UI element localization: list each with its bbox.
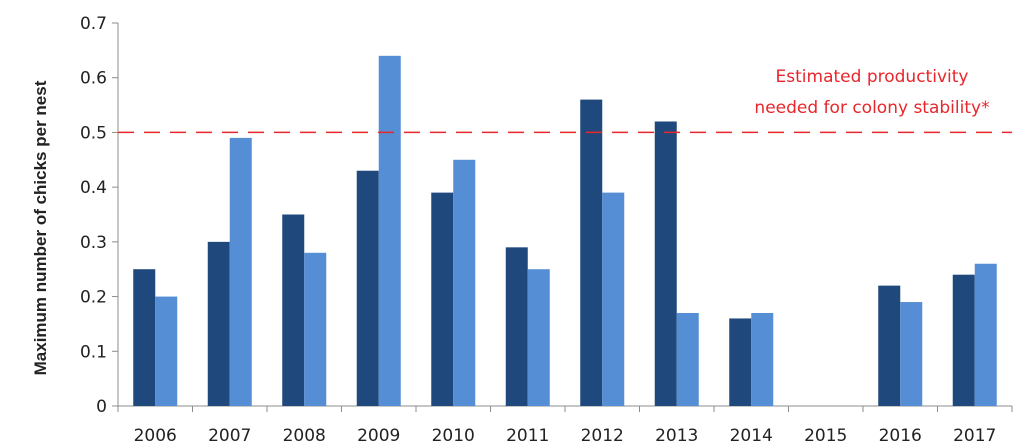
bar-series-2 bbox=[155, 296, 178, 406]
x-tick-label: 2008 bbox=[283, 426, 326, 446]
x-tick-label: 2006 bbox=[134, 426, 177, 446]
x-tick-label: 2012 bbox=[581, 426, 624, 446]
x-axis: 2006 2007 2008 2009 2010 2011 2012 2013 2014 2015… bbox=[117, 405, 1013, 446]
reference-label-line1: Estimated productivity bbox=[776, 67, 969, 87]
x-tick-label: 2010 bbox=[432, 426, 475, 446]
bar-series-1 bbox=[505, 247, 528, 406]
bar-series-2 bbox=[527, 269, 550, 406]
bar-series-1 bbox=[133, 269, 156, 406]
y-tick-label: 0.6 bbox=[80, 69, 107, 89]
bar-series-1 bbox=[580, 99, 603, 406]
bar-series-2 bbox=[378, 55, 401, 406]
bar-series-2 bbox=[304, 252, 327, 406]
x-tick-label: 2017 bbox=[953, 426, 996, 446]
bar-series-1 bbox=[431, 192, 454, 406]
y-axis-label: Maximum number of chicks per nest bbox=[31, 80, 50, 375]
bars-group bbox=[133, 55, 997, 406]
bar-series-1 bbox=[729, 318, 752, 406]
y-tick-label: 0.2 bbox=[80, 288, 107, 308]
bar-series-1 bbox=[282, 214, 305, 406]
x-tick-label: 2009 bbox=[357, 426, 400, 446]
x-tick-label: 2016 bbox=[879, 426, 922, 446]
bar-series-2 bbox=[453, 159, 476, 406]
bar-series-1 bbox=[207, 241, 230, 406]
y-tick-label: 0.1 bbox=[80, 342, 107, 362]
reference-label-line2: needed for colony stability* bbox=[754, 98, 989, 118]
bar-series-1 bbox=[654, 121, 677, 406]
y-tick-label: 0.3 bbox=[80, 233, 107, 253]
bar-series-2 bbox=[676, 312, 699, 406]
bar-series-2 bbox=[900, 302, 923, 406]
x-tick-label: 2015 bbox=[804, 426, 847, 446]
bar-series-2 bbox=[751, 312, 774, 406]
y-tick-label: 0.4 bbox=[80, 178, 107, 198]
bar-series-1 bbox=[878, 285, 901, 406]
y-tick-label: 0.5 bbox=[80, 123, 107, 143]
x-tick-label: 2007 bbox=[208, 426, 251, 446]
x-tick-label: 2014 bbox=[730, 426, 773, 446]
x-tick-label: 2013 bbox=[655, 426, 698, 446]
bar-series-2 bbox=[602, 192, 625, 406]
bar-series-2 bbox=[229, 137, 252, 406]
bar-series-1 bbox=[356, 170, 379, 406]
bar-series-1 bbox=[952, 274, 975, 406]
y-axis: 0 0.1 0.2 0.3 0.4 0.5 0.6 0.7 bbox=[80, 14, 119, 417]
y-tick-label: 0 bbox=[96, 397, 107, 417]
bar-series-2 bbox=[974, 263, 997, 406]
y-tick-label: 0.7 bbox=[80, 14, 107, 34]
x-tick-label: 2011 bbox=[506, 426, 549, 446]
